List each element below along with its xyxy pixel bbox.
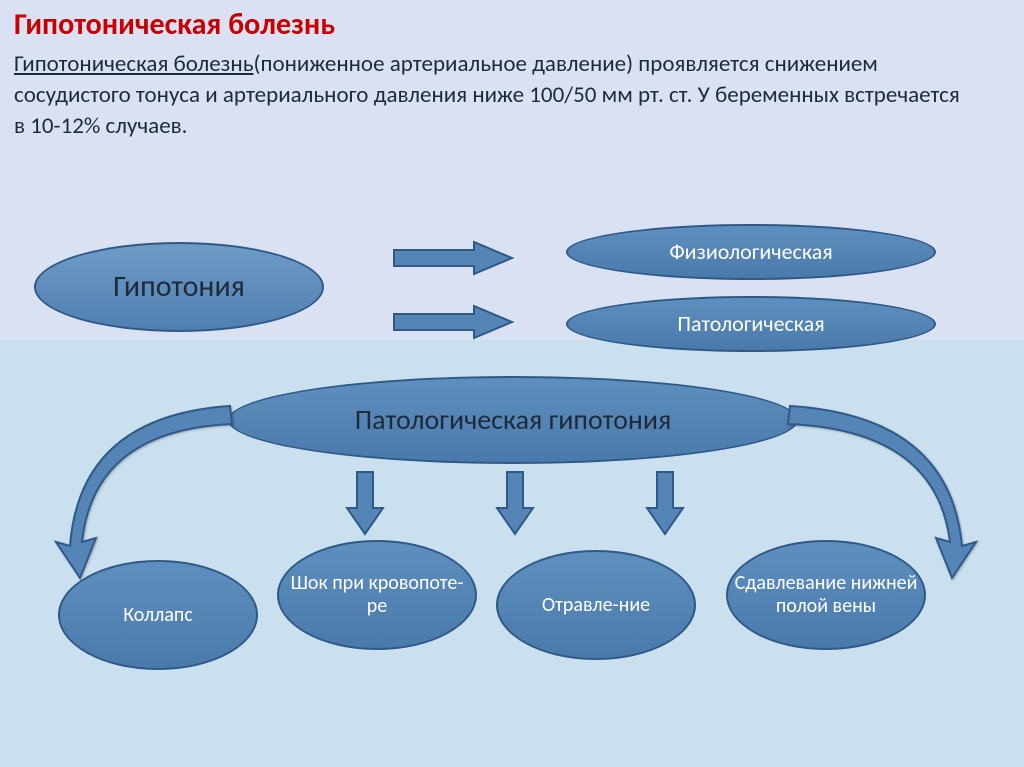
node-label: Шок при кровопоте-ре: [283, 572, 471, 618]
node-label: Патологическая гипотония: [355, 404, 672, 436]
desc-underlined: Гипотоническая болезнь: [14, 50, 254, 78]
node-label: Физиологическая: [669, 239, 832, 264]
arrow-down-2: [490, 468, 540, 538]
node-compression: Сдавлевание нижней полой вены: [726, 540, 926, 650]
slide: Гипотоническая болезнь Гипотоническая бо…: [0, 0, 1024, 767]
node-pathological-hypotonia: Патологическая гипотония: [228, 376, 798, 464]
node-label: Сдавлевание нижней полой вены: [732, 572, 920, 618]
slide-title: Гипотоническая болезнь: [14, 6, 1006, 43]
node-shock: Шок при кровопоте-ре: [277, 540, 477, 650]
arrow-down-3: [640, 468, 690, 538]
node-label: Отравле-ние: [542, 594, 650, 617]
node-label: Патологическая: [677, 311, 824, 336]
arrow-to-pathological: [390, 302, 520, 342]
node-pathological: Патологическая: [566, 296, 936, 352]
arrow-to-physiological: [390, 238, 520, 278]
node-label: Коллапс: [123, 604, 193, 627]
slide-description: Гипотоническая болезнь(пониженное артери…: [14, 49, 964, 142]
node-hypotonia: Гипотония: [34, 242, 324, 332]
node-label: Гипотония: [113, 270, 245, 305]
node-poisoning: Отравле-ние: [496, 550, 696, 660]
arrow-down-1: [340, 468, 390, 538]
node-physiological: Физиологическая: [566, 224, 936, 280]
node-collapse: Коллапс: [58, 560, 258, 670]
